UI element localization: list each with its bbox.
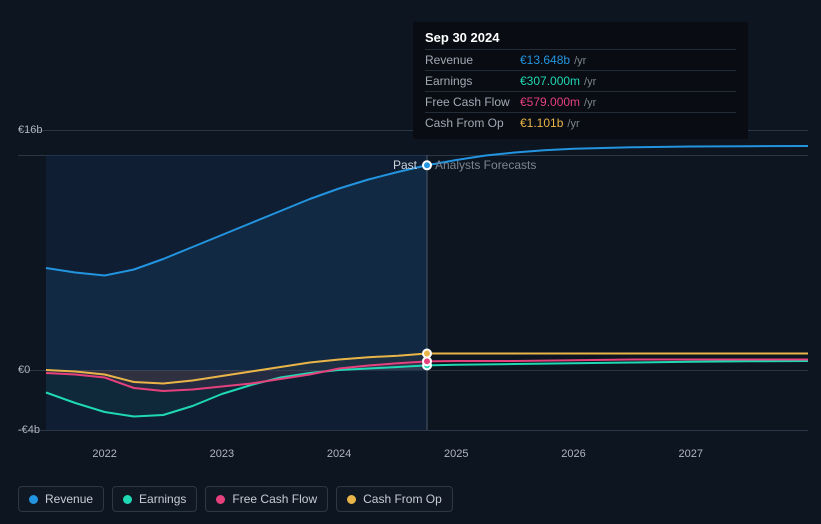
tooltip-metric-value: €13.648b — [520, 53, 570, 67]
tooltip-metric-value: €307.000m — [520, 74, 580, 88]
x-axis-label: 2022 — [92, 448, 116, 460]
tooltip-metric-value: €579.000m — [520, 95, 580, 109]
legend-label: Cash From Op — [363, 492, 442, 506]
legend-label: Earnings — [139, 492, 186, 506]
legend-dot-icon — [123, 495, 132, 504]
tooltip-row: Free Cash Flow€579.000m/yr — [425, 91, 736, 112]
tooltip-suffix: /yr — [584, 76, 596, 88]
legend: Revenue Earnings Free Cash Flow Cash From O… — [18, 486, 453, 512]
past-label: Past — [393, 158, 417, 172]
legend-item-revenue[interactable]: Revenue — [18, 486, 104, 512]
marker-cfo — [423, 349, 431, 357]
tooltip-date: Sep 30 2024 — [425, 30, 736, 49]
legend-item-free-cash-flow[interactable]: Free Cash Flow — [205, 486, 328, 512]
x-axis-label: 2027 — [679, 448, 703, 460]
tooltip-suffix: /yr — [574, 55, 586, 67]
tooltip-metric-label: Cash From Op — [425, 116, 520, 130]
legend-dot-icon — [347, 495, 356, 504]
legend-label: Revenue — [45, 492, 93, 506]
x-axis-label: 2024 — [327, 448, 351, 460]
tooltip-metric-label: Free Cash Flow — [425, 95, 520, 109]
tooltip-metric-value: €1.101b — [520, 116, 563, 130]
legend-dot-icon — [29, 495, 38, 504]
tooltip-box: Sep 30 2024 Revenue€13.648b/yrEarnings€3… — [413, 22, 748, 139]
x-axis-label: 2026 — [561, 448, 585, 460]
tooltip-suffix: /yr — [567, 118, 579, 130]
tooltip-row: Revenue€13.648b/yr — [425, 49, 736, 70]
x-axis-label: 2025 — [444, 448, 468, 460]
marker-revenue — [423, 161, 431, 169]
x-axis-label: 2023 — [210, 448, 234, 460]
tooltip-row: Earnings€307.000m/yr — [425, 70, 736, 91]
legend-dot-icon — [216, 495, 225, 504]
forecast-label: Analysts Forecasts — [435, 158, 536, 172]
marker-fcf — [423, 357, 431, 365]
tooltip-metric-label: Revenue — [425, 53, 520, 67]
legend-item-earnings[interactable]: Earnings — [112, 486, 197, 512]
legend-label: Free Cash Flow — [232, 492, 317, 506]
legend-item-cash-from-op[interactable]: Cash From Op — [336, 486, 453, 512]
tooltip-row: Cash From Op€1.101b/yr — [425, 112, 736, 133]
tooltip-suffix: /yr — [584, 97, 596, 109]
tooltip-metric-label: Earnings — [425, 74, 520, 88]
